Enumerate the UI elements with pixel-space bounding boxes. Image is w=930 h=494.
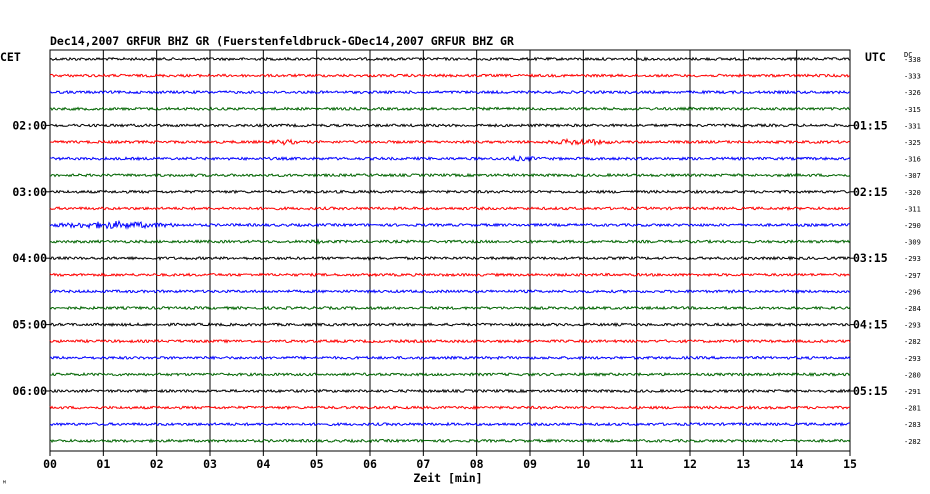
trace-line <box>49 355 851 361</box>
trace-line <box>49 172 851 178</box>
left-time-label: 02:00 <box>12 118 47 132</box>
dc-offset-label: -281 <box>904 405 921 413</box>
right-time-label: 02:15 <box>853 185 888 199</box>
dc-offset-label: -284 <box>904 305 921 313</box>
trace-line <box>49 122 851 128</box>
trace-line <box>49 238 851 246</box>
x-tick-label: 03 <box>203 457 217 471</box>
trace-line <box>49 205 851 211</box>
x-tick-label: 01 <box>96 457 110 471</box>
chart-title: Dec14,2007 GRFUR BHZ GR (Fuerstenfeldbru… <box>50 34 514 48</box>
trace-line <box>49 421 851 427</box>
x-tick-label: 15 <box>843 457 857 471</box>
dc-offset-label: -311 <box>904 205 921 213</box>
dc-offset-label: -297 <box>904 272 921 280</box>
dc-offset-label: -326 <box>904 89 921 97</box>
dc-offset-label: -331 <box>904 122 921 130</box>
x-tick-label: 10 <box>576 457 590 471</box>
dc-offset-label: -282 <box>904 338 921 346</box>
x-axis-label: Zeit [min] <box>413 471 482 485</box>
right-time-label: 05:15 <box>853 384 888 398</box>
x-tick-label: 12 <box>683 457 697 471</box>
time-labels: 02:00 03:00 04:00 05:00 06:00 01:15 02:15 03:15… <box>12 118 887 398</box>
trace-line <box>49 322 851 328</box>
dc-offset-label: -296 <box>904 288 921 296</box>
left-time-label: 03:00 <box>12 185 47 199</box>
trace-line <box>49 73 851 79</box>
plot-frame <box>49 49 851 452</box>
grid <box>49 49 851 452</box>
trace-line <box>49 272 851 278</box>
x-tick-label: 13 <box>736 457 750 471</box>
dc-offset-label: -320 <box>904 189 921 197</box>
trace-group <box>49 56 851 444</box>
dc-offset-label: -333 <box>904 73 921 81</box>
dc-offset-label: -325 <box>904 139 921 147</box>
trace-line <box>49 388 851 394</box>
left-time-label: 04:00 <box>12 251 47 265</box>
trace-line <box>49 106 851 112</box>
trace-line <box>49 438 851 444</box>
dc-offset-label: -280 <box>904 371 921 379</box>
trace-line <box>49 305 851 311</box>
trace-line <box>49 137 851 147</box>
trace-line <box>49 154 851 163</box>
dc-offset-label: -293 <box>904 355 921 363</box>
x-tick-label: 06 <box>363 457 377 471</box>
trace-line <box>49 189 851 195</box>
trace-line <box>49 89 851 95</box>
x-tick-label: 05 <box>310 457 324 471</box>
x-tick-label: 00 <box>43 457 57 471</box>
trace-line <box>49 338 851 344</box>
dc-offset-label: -338 <box>904 56 921 64</box>
x-tick-label: 07 <box>416 457 430 471</box>
dc-offset-label: -293 <box>904 322 921 330</box>
x-tick-label: 11 <box>630 457 644 471</box>
dc-offset-label: -283 <box>904 421 921 429</box>
x-tick-label: 02 <box>150 457 164 471</box>
dc-offset-label: -315 <box>904 106 921 114</box>
trace-line <box>49 405 851 411</box>
dc-label: DC <box>904 51 912 59</box>
dc-offset-label: -316 <box>904 156 921 164</box>
left-time-label: 05:00 <box>12 318 47 332</box>
right-time-label: 01:15 <box>853 118 888 132</box>
trace-line <box>49 56 851 62</box>
x-tick-label: 14 <box>790 457 804 471</box>
right-axis-label: UTC <box>865 50 886 64</box>
right-time-label: 04:15 <box>853 318 888 332</box>
x-tick-label: 04 <box>256 457 270 471</box>
dc-offset-label: -291 <box>904 388 921 396</box>
dc-offset-label: -290 <box>904 222 921 230</box>
dc-offset-label: -282 <box>904 438 921 446</box>
x-tick-label: 09 <box>523 457 537 471</box>
trace-line <box>49 219 851 230</box>
trace-line <box>49 371 851 377</box>
footer-mark: ᴹ <box>2 479 7 488</box>
x-tick-label: 08 <box>470 457 484 471</box>
right-time-label: 03:15 <box>853 251 888 265</box>
trace-line <box>49 255 851 261</box>
left-time-label: 06:00 <box>12 384 47 398</box>
left-axis-label: CET <box>0 50 21 64</box>
dc-offset-labels: -338 -333 -326 -315 -331 -325 -316 -307 -320 -311… <box>904 56 921 446</box>
dc-offset-label: -307 <box>904 172 921 180</box>
trace-line <box>49 288 851 294</box>
dc-offset-label: -293 <box>904 255 921 263</box>
dc-offset-label: -309 <box>904 239 921 247</box>
x-axis: 00 01 02 03 04 05 06 07 08 09 10 11 12 13 14 15 <box>43 451 857 471</box>
